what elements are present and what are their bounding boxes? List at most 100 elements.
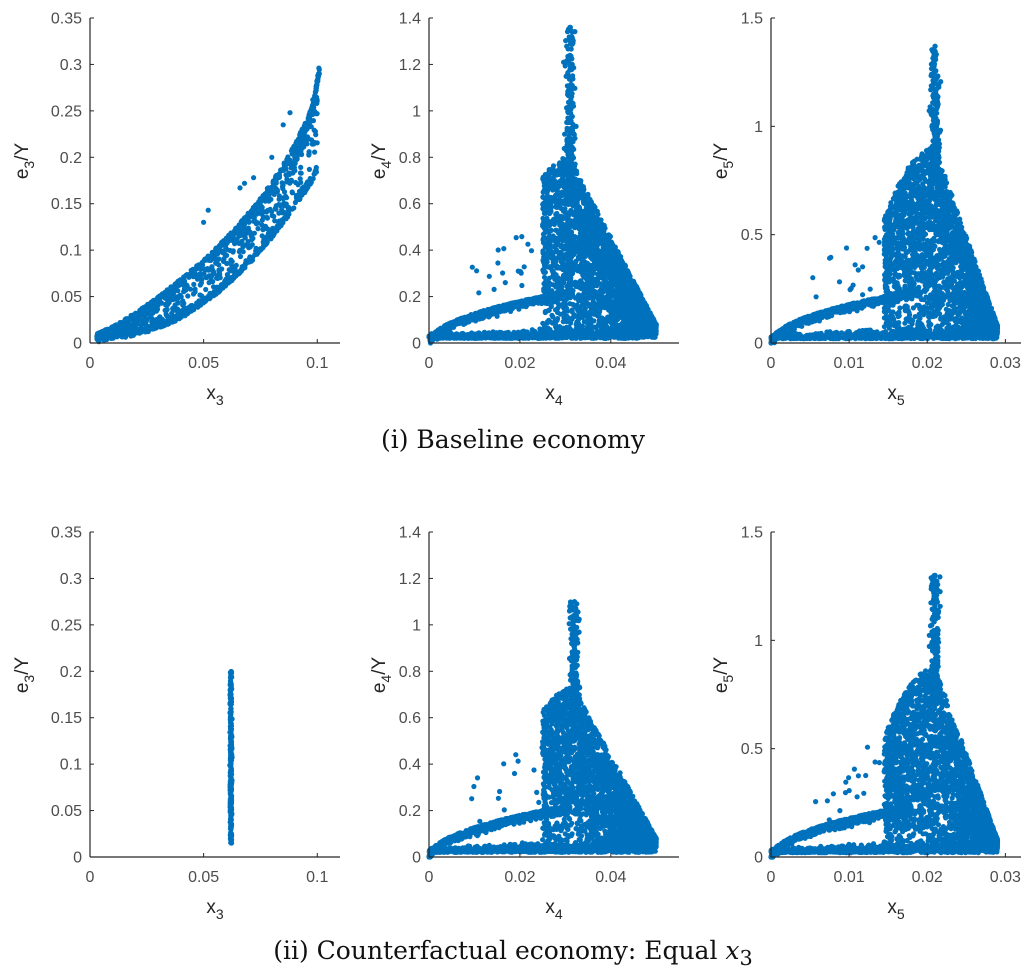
scatter-point <box>636 334 641 339</box>
scatter-point <box>286 210 291 215</box>
scatter-point <box>563 216 568 221</box>
scatter-point <box>557 216 562 221</box>
scatter-point <box>554 263 559 268</box>
scatter-point <box>290 189 295 194</box>
scatter-point <box>261 245 266 250</box>
x-axis-label: x3 <box>206 383 224 408</box>
scatter-point <box>151 305 156 310</box>
scatter-point <box>549 167 554 172</box>
scatter-point <box>557 204 562 209</box>
scatter-point <box>303 185 308 190</box>
scatter-point <box>165 318 170 323</box>
scatter-point <box>569 253 574 258</box>
scatter-point <box>545 218 550 223</box>
scatter-point <box>607 317 612 322</box>
scatter-point <box>576 264 581 269</box>
y-tick-label: 0.15 <box>51 196 82 213</box>
scatter-point <box>143 309 148 314</box>
scatter-point <box>140 318 145 323</box>
x-axis-label-sub: 3 <box>216 392 224 408</box>
scatter-point <box>214 261 219 266</box>
scatter-point <box>287 181 292 186</box>
scatter-point <box>565 267 570 272</box>
scatter-point <box>298 165 303 170</box>
scatter-point <box>591 318 596 323</box>
scatter-point <box>539 334 544 339</box>
scatter-point <box>313 132 318 137</box>
scatter-point <box>472 336 477 341</box>
scatter-point <box>568 283 573 288</box>
scatter-point <box>584 288 589 293</box>
scatter-point <box>161 291 166 296</box>
scatter-point <box>613 306 618 311</box>
scatter-point <box>588 255 593 260</box>
scatter-point <box>255 226 260 231</box>
scatter-point <box>595 313 600 318</box>
scatter-point <box>573 304 578 309</box>
scatter-point <box>579 251 584 256</box>
scatter-point <box>148 309 153 314</box>
scatter-point <box>455 334 460 339</box>
scatter-point <box>115 324 120 329</box>
scatter-point <box>593 237 598 242</box>
y-tick-label: 0.25 <box>51 103 82 120</box>
scatter-point <box>572 234 577 239</box>
scatter-point <box>609 331 614 336</box>
scatter-point <box>575 202 580 207</box>
scatter-point <box>554 236 559 241</box>
scatter-point <box>137 308 142 313</box>
scatter-point <box>247 244 252 249</box>
scatter-point <box>645 322 650 327</box>
scatter-point <box>199 293 204 298</box>
scatter-point <box>579 185 584 190</box>
scatter-point <box>549 313 554 318</box>
scatter-point <box>564 225 569 230</box>
scatter-point <box>181 289 186 294</box>
scatter-point <box>624 303 629 308</box>
scatter-point <box>595 262 600 267</box>
scatter-point <box>287 110 292 115</box>
scatter-point <box>543 279 548 284</box>
scatter-point <box>128 325 133 330</box>
y-axis-label: e3/Y <box>12 143 37 180</box>
scatter-point <box>131 313 136 318</box>
scatter-point <box>280 184 285 189</box>
scatter-point <box>170 306 175 311</box>
scatter-point <box>553 321 558 326</box>
scatter-point <box>249 237 254 242</box>
y-tick-label: 0 <box>73 336 82 353</box>
scatter-point <box>586 282 591 287</box>
scatter-point <box>579 280 584 285</box>
scatter-point <box>582 301 587 306</box>
scatter-point <box>551 187 556 192</box>
scatter-point <box>552 182 557 187</box>
scatter-point <box>587 303 592 308</box>
scatter-point <box>312 95 317 100</box>
scatter-point <box>573 222 578 227</box>
scatter-point <box>284 201 289 206</box>
scatter-point <box>564 244 569 249</box>
scatter-point <box>241 243 246 248</box>
scatter-point <box>623 336 628 341</box>
scatter-point <box>274 203 279 208</box>
scatter-point <box>193 289 198 294</box>
scatter-point <box>552 217 557 222</box>
scatter-point <box>185 293 190 298</box>
scatter-point <box>571 197 576 202</box>
scatter-point <box>181 274 186 279</box>
scatter-point <box>580 215 585 220</box>
scatter-point <box>269 155 274 160</box>
scatter-point <box>130 333 135 338</box>
scatter-point <box>207 291 212 296</box>
scatter-point <box>608 240 613 245</box>
scatter-point <box>115 332 120 337</box>
scatter-point <box>561 280 566 285</box>
scatter-point <box>588 264 593 269</box>
scatter-point <box>190 268 195 273</box>
scatter-point <box>242 235 247 240</box>
scatter-point <box>545 174 550 179</box>
scatter-point <box>597 303 602 308</box>
scatter-point <box>246 260 251 265</box>
scatter-point <box>595 227 600 232</box>
scatter-point <box>219 282 224 287</box>
